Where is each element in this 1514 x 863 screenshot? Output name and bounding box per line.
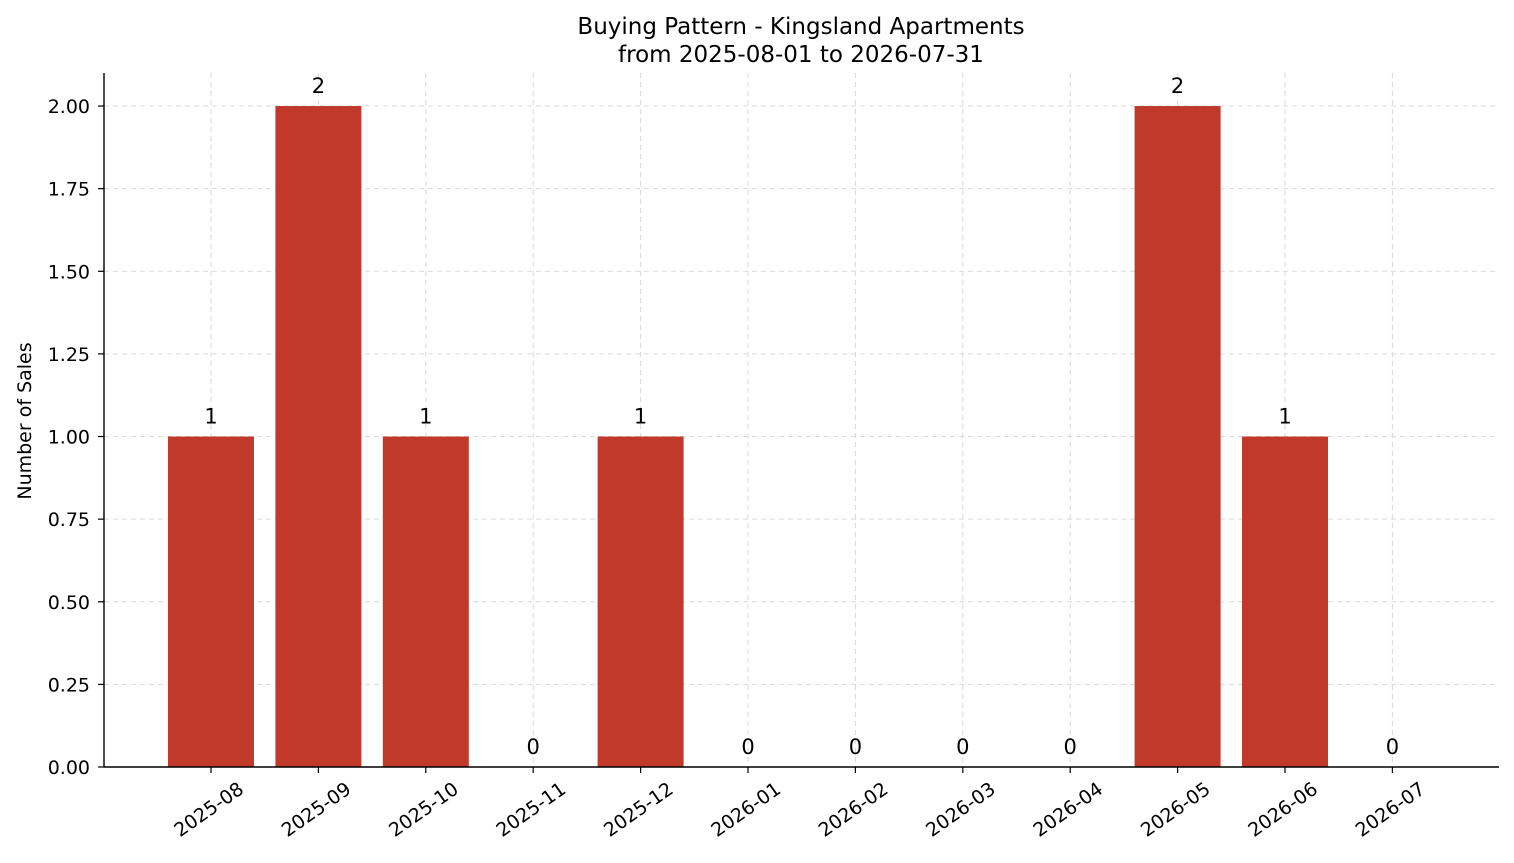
data-label-2026-04: 0 [1064, 735, 1077, 759]
bars [168, 106, 1328, 768]
x-tick-label: 2026-07 [1352, 778, 1430, 842]
x-tick-label: 2026-05 [1137, 778, 1215, 842]
bar-2025-10 [382, 436, 469, 767]
x-tick-label: 2025-09 [278, 778, 356, 842]
y-tick-label: 1.00 [48, 427, 90, 449]
data-label-2025-10: 1 [419, 405, 432, 429]
data-label-2026-03: 0 [956, 735, 969, 759]
bar-2025-12 [597, 436, 684, 767]
data-label-2026-02: 0 [849, 735, 862, 759]
y-axis-label: Number of Sales [14, 342, 36, 499]
data-label-2025-08: 1 [204, 405, 217, 429]
y-tick-label: 0.50 [48, 592, 90, 614]
y-tick-label: 0.75 [48, 509, 90, 531]
data-label-2026-06: 1 [1278, 405, 1291, 429]
x-tick-label: 2026-06 [1244, 778, 1322, 842]
data-label-2025-09: 2 [312, 74, 325, 98]
data-label-2026-01: 0 [741, 735, 754, 759]
y-tick-label: 1.75 [48, 179, 90, 201]
y-tick-label: 0.25 [48, 674, 90, 696]
y-ticks: 0.00 0.25 0.50 0.75 1.00 1.25 1.50 1.75 2.00 [48, 96, 104, 779]
data-labels: 1 2 1 0 1 0 0 0 0 2 1 0 [204, 74, 1399, 759]
y-tick-label: 2.00 [48, 96, 90, 118]
bar-2026-05 [1134, 106, 1221, 768]
x-tick-label: 2025-08 [170, 778, 248, 842]
data-label-2025-11: 0 [527, 735, 540, 759]
data-label-2025-12: 1 [634, 405, 647, 429]
x-tick-label: 2026-02 [815, 778, 893, 842]
x-tick-label: 2025-12 [600, 778, 678, 842]
y-tick-label: 1.50 [48, 261, 90, 283]
chart-subtitle: from 2025-08-01 to 2026-07-31 [618, 42, 984, 68]
bar-2025-08 [168, 436, 254, 767]
x-tick-label: 2026-01 [707, 778, 785, 842]
chart-title: Buying Pattern - Kingsland Apartments [577, 14, 1024, 40]
y-tick-label: 1.25 [48, 344, 90, 366]
x-tick-label: 2025-10 [385, 778, 463, 842]
data-label-2026-05: 2 [1171, 74, 1184, 98]
x-tick-label: 2025-11 [492, 778, 570, 842]
x-tick-label: 2026-03 [922, 778, 1000, 842]
x-ticks: 2025-08 2025-09 2025-10 2025-11 2025-12 2026-… [170, 767, 1429, 842]
bar-2026-06 [1242, 436, 1328, 767]
bar-2025-09 [275, 106, 362, 768]
x-tick-label: 2026-04 [1029, 778, 1107, 842]
y-tick-label: 0.00 [48, 757, 90, 779]
data-label-2026-07: 0 [1386, 735, 1399, 759]
